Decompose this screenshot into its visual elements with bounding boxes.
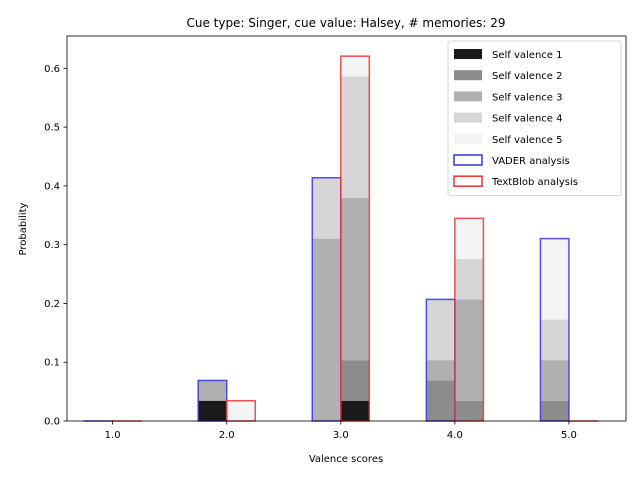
bar-self-valence-5-right-2.0	[226, 400, 256, 421]
x-tick-label: 1.0	[105, 430, 121, 441]
legend-box	[447, 40, 622, 196]
legend-swatch	[453, 154, 483, 166]
y-tick-label: 0.0	[44, 417, 60, 428]
bar-self-valence-3-left-4.0	[426, 360, 455, 381]
y-tick-label: 0.5	[44, 123, 60, 134]
y-tick-label: 0.6	[44, 64, 60, 75]
bar-self-valence-2-left-4.0	[426, 380, 455, 421]
x-tick-label: 5.0	[561, 430, 577, 441]
legend-label: Self valence 1	[492, 50, 562, 61]
legend-label: Self valence 5	[492, 135, 562, 146]
x-tick-label: 4.0	[447, 430, 463, 441]
bar-self-valence-3-left-5.0	[540, 360, 569, 401]
bar-self-valence-1-left-2.0	[198, 400, 227, 421]
bar-self-valence-4-left-3.0	[312, 177, 341, 239]
legend-label: Self valence 4	[492, 114, 562, 125]
y-tick-label: 0.4	[44, 181, 60, 192]
legend-label: VADER analysis	[492, 156, 570, 167]
legend-label: Self valence 2	[492, 71, 562, 82]
bar-self-valence-3-left-2.0	[198, 380, 227, 401]
bars-layer	[198, 56, 569, 421]
chart-title: Cue type: Singer, cue value: Halsey, # m…	[186, 16, 505, 30]
y-tick-label: 0.3	[44, 240, 60, 251]
legend: Self valence 1 Self valence 2 Self valence…	[447, 40, 622, 196]
bar-self-valence-4-right-4.0	[454, 258, 484, 300]
bar-self-valence-2-right-4.0	[454, 400, 484, 421]
bar-self-valence-3-left-3.0	[312, 238, 341, 421]
bar-self-valence-2-left-5.0	[540, 400, 569, 421]
bar-self-valence-5-right-4.0	[454, 218, 484, 259]
bar-self-valence-3-right-3.0	[340, 197, 370, 361]
bar-self-valence-5-left-5.0	[540, 238, 569, 320]
legend-label: TextBlob analysis	[491, 177, 578, 188]
legend-swatch	[454, 133, 482, 144]
x-tick-label: 3.0	[333, 430, 349, 441]
x-axis-title: Valence scores	[309, 454, 383, 465]
legend-swatch	[454, 91, 482, 102]
bar-self-valence-5-right-3.0	[340, 56, 370, 77]
plot-frame	[66, 35, 627, 422]
bar-self-valence-2-right-3.0	[340, 360, 370, 401]
x-tick-label: 2.0	[219, 430, 235, 441]
y-tick-label: 0.2	[44, 299, 60, 310]
y-tick-label: 0.1	[44, 358, 60, 369]
bar-self-valence-4-right-3.0	[340, 76, 370, 198]
bar-self-valence-3-right-4.0	[454, 299, 484, 401]
bar-self-valence-4-left-5.0	[540, 319, 569, 361]
legend-swatch	[453, 175, 483, 187]
legend-label: Self valence 3	[492, 92, 562, 103]
legend-swatch	[454, 49, 482, 59]
legend-swatch	[454, 70, 482, 81]
bar-self-valence-4-left-4.0	[426, 299, 455, 361]
axes-layer: 1.0 2.0 3.0 4.0 5.0 0.0 0.1 0.2 0.3 0.4 0.5 0.6	[44, 35, 627, 441]
legend-swatch	[454, 112, 482, 123]
y-axis-title: Probability	[18, 202, 29, 255]
bar-self-valence-1-right-3.0	[340, 400, 370, 421]
